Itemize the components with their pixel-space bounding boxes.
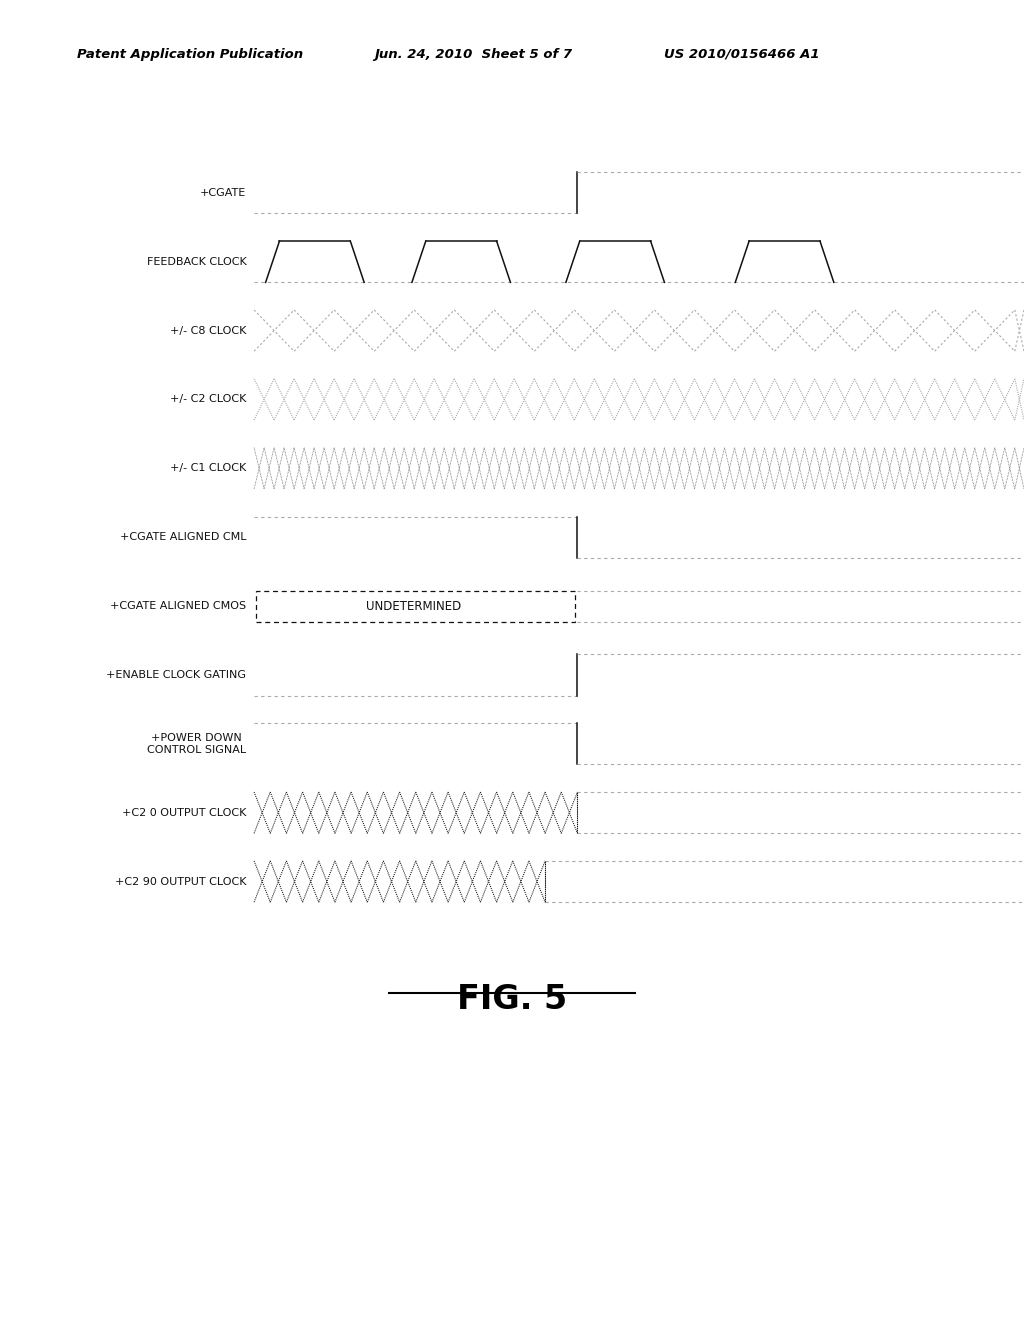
- Text: +C2 90 OUTPUT CLOCK: +C2 90 OUTPUT CLOCK: [115, 876, 247, 887]
- Text: +POWER DOWN
CONTROL SIGNAL: +POWER DOWN CONTROL SIGNAL: [147, 733, 247, 755]
- Text: Patent Application Publication: Patent Application Publication: [77, 48, 303, 61]
- Text: US 2010/0156466 A1: US 2010/0156466 A1: [664, 48, 819, 61]
- Text: +CGATE ALIGNED CML: +CGATE ALIGNED CML: [120, 532, 247, 543]
- Text: +/- C2 CLOCK: +/- C2 CLOCK: [170, 395, 247, 404]
- Text: +C2 0 OUTPUT CLOCK: +C2 0 OUTPUT CLOCK: [122, 808, 247, 817]
- Text: +/- C8 CLOCK: +/- C8 CLOCK: [170, 326, 247, 335]
- Text: Jun. 24, 2010  Sheet 5 of 7: Jun. 24, 2010 Sheet 5 of 7: [374, 48, 571, 61]
- Text: +/- C1 CLOCK: +/- C1 CLOCK: [170, 463, 247, 474]
- Text: FEEDBACK CLOCK: FEEDBACK CLOCK: [146, 256, 247, 267]
- Text: UNDETERMINED: UNDETERMINED: [366, 599, 461, 612]
- Text: +ENABLE CLOCK GATING: +ENABLE CLOCK GATING: [106, 671, 247, 680]
- Text: +CGATE: +CGATE: [200, 187, 247, 198]
- Text: FIG. 5: FIG. 5: [457, 983, 567, 1016]
- Text: +CGATE ALIGNED CMOS: +CGATE ALIGNED CMOS: [111, 601, 247, 611]
- FancyBboxPatch shape: [256, 590, 575, 622]
